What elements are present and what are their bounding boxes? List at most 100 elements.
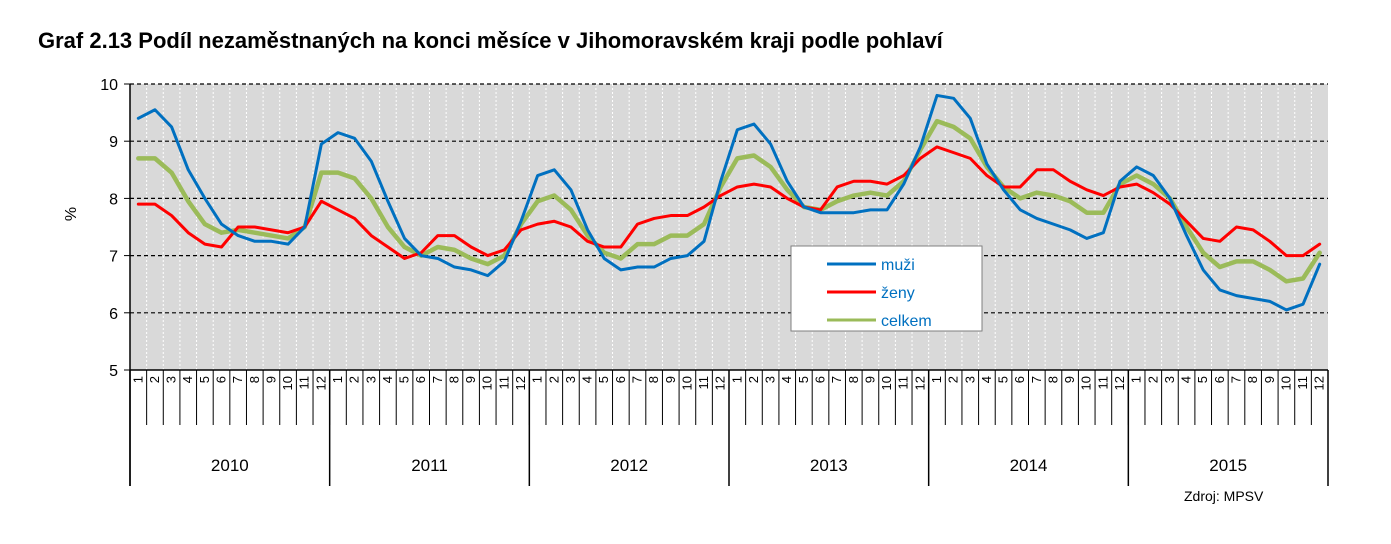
plot-area <box>130 84 1328 370</box>
y-tick-label: 7 <box>109 249 118 266</box>
series-lines <box>136 93 1322 312</box>
month-label: 1 <box>530 376 545 383</box>
y-tick-label: 8 <box>109 191 118 208</box>
month-label: 5 <box>197 376 212 383</box>
month-label: 3 <box>363 376 378 383</box>
month-label: 5 <box>596 376 611 383</box>
month-label: 6 <box>813 376 828 383</box>
year-label: 2011 <box>411 456 448 475</box>
month-label: 3 <box>164 376 179 383</box>
month-label: 10 <box>879 376 894 390</box>
month-label: 8 <box>646 376 661 383</box>
month-label: 6 <box>613 376 628 383</box>
month-label: 10 <box>280 376 295 390</box>
year-label: 2012 <box>610 456 648 475</box>
month-label: 4 <box>580 376 595 383</box>
month-label: 11 <box>297 376 312 390</box>
month-label: 12 <box>1312 376 1327 390</box>
y-tick-label: 10 <box>100 77 118 94</box>
month-label: 8 <box>846 376 861 383</box>
month-label: 11 <box>496 376 511 390</box>
month-label: 2 <box>147 376 162 383</box>
y-tick-label: 6 <box>109 306 118 323</box>
source-note: Zdroj: MPSV <box>1184 488 1264 504</box>
month-label: 4 <box>380 376 395 383</box>
x-year-labels: 2010 2011 2012 2013 2014 2015 <box>211 456 1247 475</box>
month-label: 11 <box>896 376 911 390</box>
month-label: 10 <box>1278 376 1293 390</box>
month-label: 9 <box>663 376 678 383</box>
month-label: 7 <box>829 376 844 383</box>
month-label: 9 <box>862 376 877 383</box>
axes <box>129 84 1329 486</box>
chart-title: Graf 2.13 Podíl nezaměstnaných na konci … <box>38 28 943 53</box>
month-label: 9 <box>463 376 478 383</box>
horizontal-gridlines <box>124 83 1328 371</box>
month-label: 7 <box>1228 376 1243 383</box>
month-label: 1 <box>729 376 744 383</box>
month-label: 2 <box>546 376 561 383</box>
month-label: 9 <box>263 376 278 383</box>
month-label: 10 <box>679 376 694 390</box>
legend-label: celkem <box>881 313 932 330</box>
month-label: 11 <box>1095 376 1110 390</box>
month-label: 7 <box>230 376 245 383</box>
y-tick-labels: 5 6 7 8 9 10 <box>100 77 118 380</box>
month-label: 9 <box>1062 376 1077 383</box>
year-label: 2015 <box>1209 456 1247 475</box>
month-label: 7 <box>430 376 445 383</box>
month-label: 4 <box>1179 376 1194 383</box>
legend: muži ženy celkem <box>790 245 983 332</box>
month-label: 7 <box>629 376 644 383</box>
month-label: 5 <box>996 376 1011 383</box>
month-label: 4 <box>779 376 794 383</box>
month-label: 8 <box>1045 376 1060 383</box>
month-label: 4 <box>180 376 195 383</box>
month-label: 9 <box>1262 376 1277 383</box>
series-line-2 <box>136 118 1322 284</box>
y-tick-label: 9 <box>109 134 118 151</box>
month-label: 3 <box>563 376 578 383</box>
month-label: 2 <box>946 376 961 383</box>
month-label: 8 <box>247 376 262 383</box>
month-label: 2 <box>347 376 362 383</box>
month-label: 10 <box>1079 376 1094 390</box>
month-label: 8 <box>446 376 461 383</box>
month-label: 12 <box>1112 376 1127 390</box>
month-label: 5 <box>796 376 811 383</box>
month-label: 5 <box>397 376 412 383</box>
month-label: 2 <box>1145 376 1160 383</box>
month-label: 12 <box>912 376 927 390</box>
month-label: 12 <box>513 376 528 390</box>
month-label: 3 <box>1162 376 1177 383</box>
month-label: 8 <box>1245 376 1260 383</box>
month-label: 3 <box>962 376 977 383</box>
month-label: 6 <box>214 376 229 383</box>
series-line-1 <box>136 145 1322 260</box>
month-label: 7 <box>1029 376 1044 383</box>
month-label: 12 <box>313 376 328 390</box>
month-label: 12 <box>713 376 728 390</box>
y-tick-label: 5 <box>109 363 118 380</box>
x-month-labels: 1 2 3 4 5 6 7 8 9 10 11 12 1 2 3 4 5 6 7 8 9 10 11 12 1 2 3 4 5 6 7 8 9 1… <box>130 376 1326 390</box>
month-label: 6 <box>1012 376 1027 383</box>
legend-label: muži <box>881 257 915 274</box>
legend-box <box>790 245 983 332</box>
y-axis-label: % <box>63 207 80 221</box>
month-label: 6 <box>1212 376 1227 383</box>
year-label: 2010 <box>211 456 249 475</box>
month-label: 6 <box>413 376 428 383</box>
month-label: 1 <box>929 376 944 383</box>
legend-label: ženy <box>881 285 915 302</box>
month-label: 11 <box>696 376 711 390</box>
month-label: 2 <box>746 376 761 383</box>
month-label: 11 <box>1295 376 1310 390</box>
series-line-0 <box>136 93 1322 312</box>
month-label: 1 <box>1129 376 1144 383</box>
year-label: 2014 <box>1010 456 1048 475</box>
month-label: 1 <box>130 376 145 383</box>
month-label: 10 <box>480 376 495 390</box>
month-label: 4 <box>979 376 994 383</box>
year-label: 2013 <box>810 456 848 475</box>
